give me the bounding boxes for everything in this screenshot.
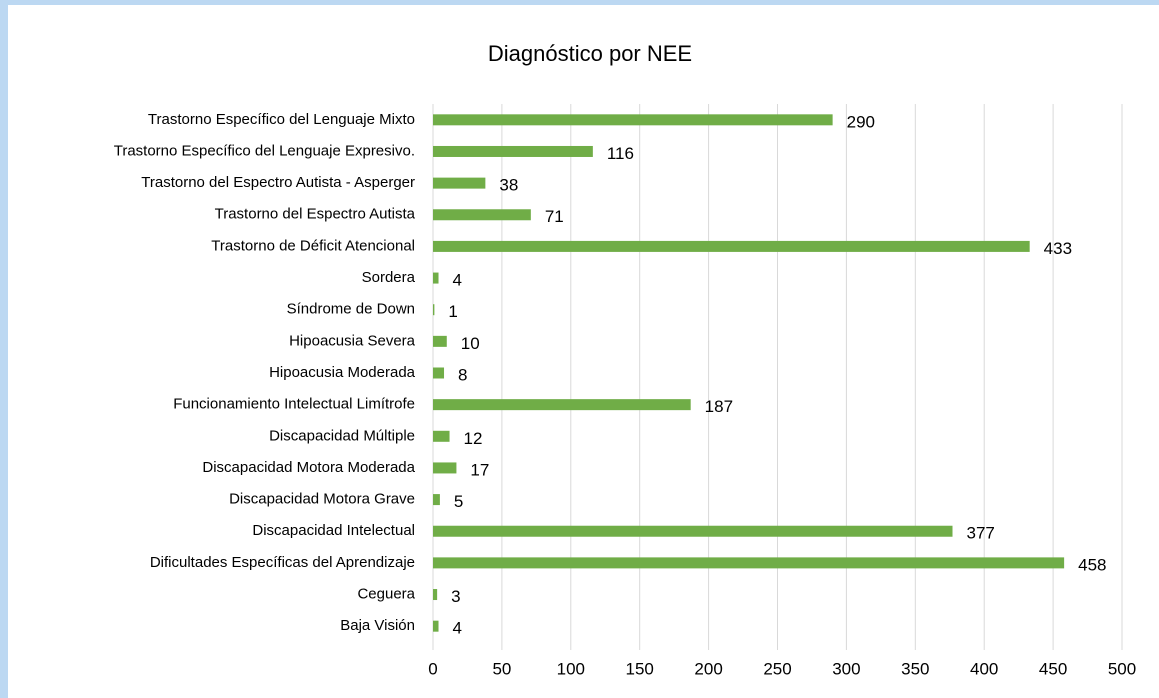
x-tick-label: 450 bbox=[1039, 659, 1067, 678]
data-label: 38 bbox=[499, 176, 518, 195]
bar bbox=[433, 589, 438, 601]
data-label: 458 bbox=[1078, 555, 1106, 574]
data-label: 433 bbox=[1044, 239, 1072, 258]
y-tick-label: Trastorno Específico del Lenguaje Expres… bbox=[114, 142, 415, 159]
data-label: 377 bbox=[967, 524, 995, 543]
data-label: 10 bbox=[461, 334, 480, 353]
bar bbox=[433, 304, 435, 316]
bar bbox=[433, 240, 1030, 252]
x-tick-label: 250 bbox=[763, 659, 791, 678]
y-tick-label: Trastorno del Espectro Autista bbox=[215, 206, 416, 223]
y-tick-label: Trastorno del Espectro Autista - Asperge… bbox=[141, 174, 415, 191]
y-tick-label: Trastorno de Déficit Atencional bbox=[211, 237, 415, 254]
y-tick-label: Sordera bbox=[362, 269, 416, 286]
bar bbox=[433, 462, 457, 474]
data-label: 17 bbox=[470, 460, 489, 479]
x-tick-label: 50 bbox=[492, 659, 511, 678]
x-tick-label: 300 bbox=[832, 659, 860, 678]
y-tick-label: Discapacidad Múltiple bbox=[269, 427, 415, 444]
y-tick-label: Hipoacusia Severa bbox=[289, 332, 416, 349]
y-tick-label: Trastorno Específico del Lenguaje Mixto bbox=[148, 111, 415, 128]
y-tick-label: Dificultades Específicas del Aprendizaje bbox=[150, 554, 415, 571]
data-label: 4 bbox=[453, 271, 462, 290]
x-tick-label: 150 bbox=[626, 659, 654, 678]
bar bbox=[433, 430, 450, 442]
bar bbox=[433, 494, 440, 506]
x-tick-label: 200 bbox=[694, 659, 722, 678]
bar bbox=[433, 177, 486, 189]
data-label: 12 bbox=[464, 429, 483, 448]
y-tick-label: Funcionamiento Intelectual Limítrofe bbox=[173, 396, 415, 413]
data-label: 4 bbox=[453, 619, 462, 638]
x-tick-label: 400 bbox=[970, 659, 998, 678]
x-tick-label: 500 bbox=[1108, 659, 1136, 678]
data-label: 290 bbox=[847, 112, 875, 131]
bar bbox=[433, 399, 691, 411]
y-tick-label: Discapacidad Motora Moderada bbox=[202, 459, 415, 476]
data-label: 5 bbox=[454, 492, 463, 511]
bar bbox=[433, 525, 953, 537]
y-tick-label: Ceguera bbox=[357, 585, 415, 602]
bar bbox=[433, 367, 445, 379]
bar bbox=[433, 209, 531, 221]
y-tick-label: Baja Visión bbox=[340, 617, 415, 634]
chart-title: Diagnóstico por NEE bbox=[488, 41, 692, 66]
bar bbox=[433, 145, 593, 157]
bar bbox=[433, 557, 1065, 569]
y-tick-label: Discapacidad Motora Grave bbox=[229, 491, 415, 508]
x-tick-label: 350 bbox=[901, 659, 929, 678]
data-label: 1 bbox=[448, 302, 457, 321]
data-label: 71 bbox=[545, 207, 564, 226]
y-tick-label: Discapacidad Intelectual bbox=[252, 522, 415, 539]
x-tick-label: 100 bbox=[557, 659, 585, 678]
bar bbox=[433, 335, 447, 347]
y-tick-label: Hipoacusia Moderada bbox=[269, 364, 416, 381]
data-label: 8 bbox=[458, 365, 467, 384]
data-label: 116 bbox=[607, 144, 634, 163]
x-tick-label: 0 bbox=[428, 659, 437, 678]
bar bbox=[433, 114, 833, 126]
data-label: 3 bbox=[451, 587, 460, 606]
bar bbox=[433, 272, 439, 284]
data-label: 187 bbox=[705, 397, 733, 416]
y-tick-label: Síndrome de Down bbox=[287, 301, 415, 318]
bar bbox=[433, 620, 439, 632]
